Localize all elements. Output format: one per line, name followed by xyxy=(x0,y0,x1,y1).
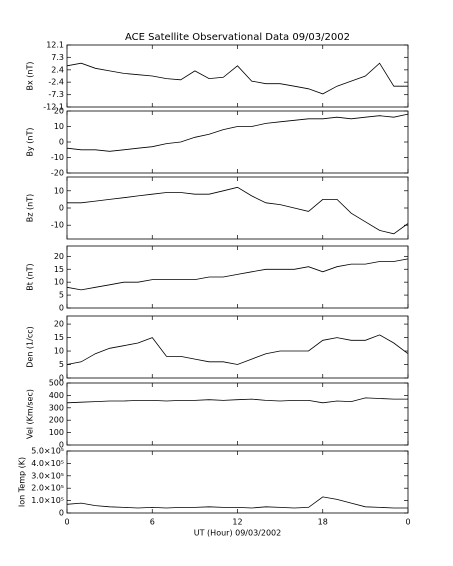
y-tick-label: -2.4 xyxy=(48,78,64,87)
y-tick-label: 5 xyxy=(59,291,64,300)
panel-frame xyxy=(66,110,409,174)
y-axis-label: Den (1/cc) xyxy=(26,326,35,368)
data-line xyxy=(67,186,409,235)
y-tick-label: 0 xyxy=(59,441,64,450)
x-tick-label: 0 xyxy=(64,518,69,527)
y-tick-label: 400 xyxy=(49,391,64,400)
y-axis-label: Bt (nT) xyxy=(26,263,35,290)
y-tick-label: -12.1 xyxy=(43,103,64,112)
y-tick-label: 0 xyxy=(59,304,64,313)
y-tick-label: 3.0×10⁵ xyxy=(31,471,64,480)
y-tick-label: 10 xyxy=(54,278,64,287)
panel-frame xyxy=(66,44,409,108)
y-tick-label: -7.3 xyxy=(48,90,64,99)
panel-frame xyxy=(66,176,409,240)
y-tick-label: 15 xyxy=(54,265,64,274)
y-tick-label: 0 xyxy=(59,509,64,518)
data-line xyxy=(66,258,409,291)
y-tick-label: 2.0×10⁵ xyxy=(31,484,64,493)
y-tick-label: 200 xyxy=(49,416,64,425)
y-axis-label: Bz (nT) xyxy=(26,194,35,222)
y-tick-label: 20 xyxy=(54,320,64,329)
panel-frame xyxy=(66,382,409,446)
y-tick-label: -10 xyxy=(51,153,64,162)
x-tick-label: 12 xyxy=(232,518,242,527)
y-axis-label: By (nT) xyxy=(26,128,35,157)
y-tick-label: 10 xyxy=(54,122,64,131)
data-line xyxy=(66,113,409,152)
data-line xyxy=(66,496,408,509)
y-tick-label: 5 xyxy=(59,360,64,369)
x-tick-label: 0 xyxy=(405,518,410,527)
x-tick-label: 18 xyxy=(318,518,328,527)
y-tick-label: 7.3 xyxy=(51,53,64,62)
y-tick-label: 2.4 xyxy=(51,65,64,74)
data-line xyxy=(66,62,408,95)
y-axis-label: Vel (Km/sec) xyxy=(26,389,35,439)
panel-frame xyxy=(66,245,409,309)
y-tick-label: 100 xyxy=(49,428,64,437)
y-tick-label: 0 xyxy=(59,138,64,147)
chart-title: ACE Satellite Observational Data 09/03/2… xyxy=(125,32,350,43)
x-tick-label: 6 xyxy=(150,518,155,527)
y-tick-label: 500 xyxy=(49,379,64,388)
y-axis-label: Bx (nT) xyxy=(26,62,35,91)
y-tick-label: 10 xyxy=(54,347,64,356)
y-tick-label: 10 xyxy=(54,186,64,195)
panel-frame xyxy=(66,450,409,514)
y-tick-label: 0 xyxy=(59,374,64,383)
y-tick-label: 20 xyxy=(54,107,64,116)
y-tick-label: 4.0×10⁵ xyxy=(31,459,64,468)
x-axis-label: UT (Hour) 09/03/2002 xyxy=(194,529,281,538)
y-tick-label: 12.1 xyxy=(46,41,64,50)
y-tick-label: 5.0×10⁵ xyxy=(31,447,64,456)
y-tick-label: 300 xyxy=(49,403,64,412)
y-tick-label: 15 xyxy=(54,333,64,342)
y-axis-label: Ion Temp (K) xyxy=(18,457,27,507)
y-tick-label: -10 xyxy=(51,221,64,230)
y-tick-label: -20 xyxy=(51,169,64,178)
data-line xyxy=(66,334,409,365)
y-tick-label: 1.0×10⁵ xyxy=(31,496,64,505)
data-line xyxy=(66,397,408,404)
y-tick-label: 20 xyxy=(54,252,64,261)
y-tick-label: 0 xyxy=(59,204,64,213)
